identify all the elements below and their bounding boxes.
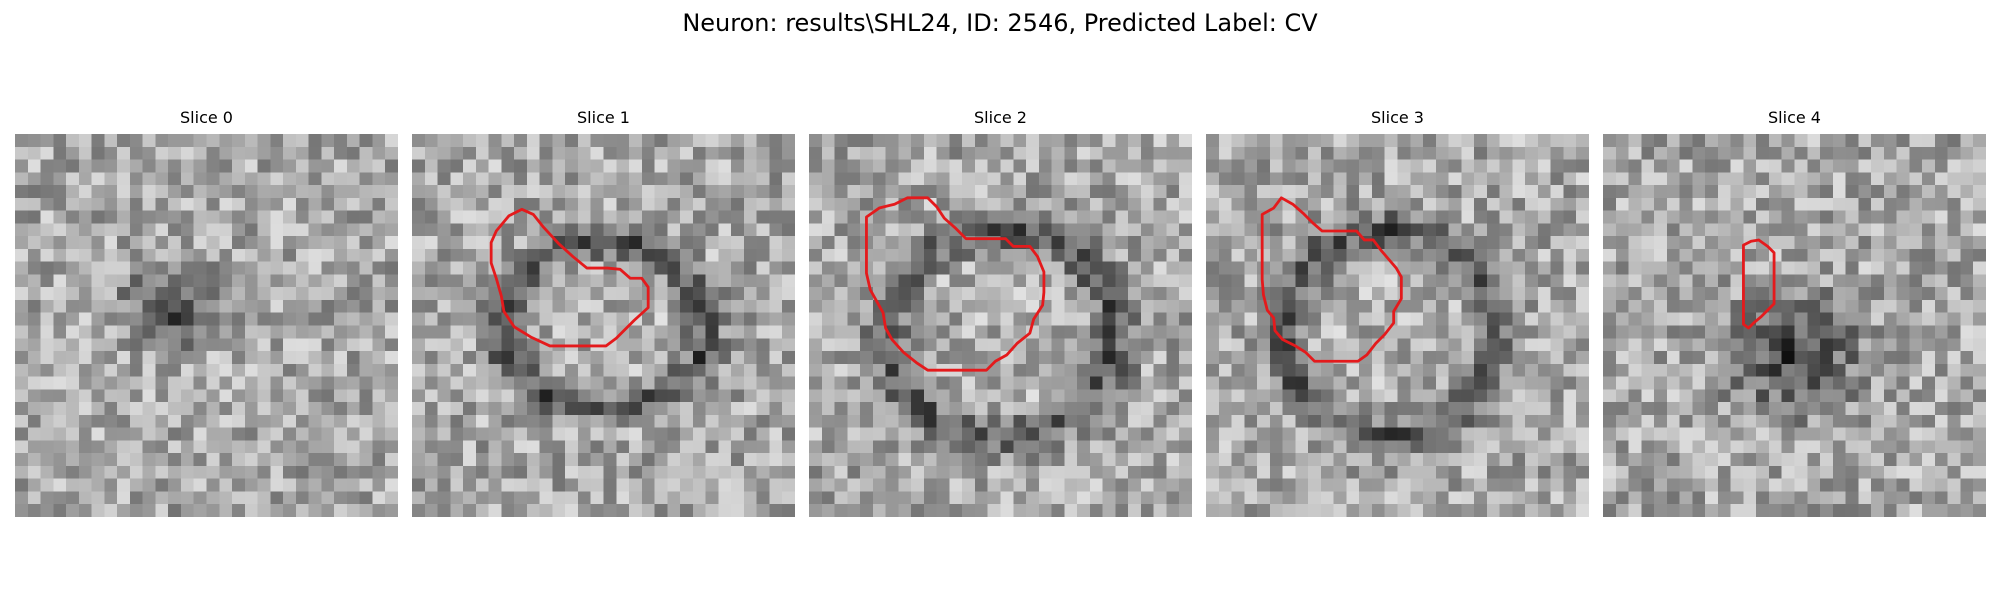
slice-image-1 [412,134,795,517]
slice-title: Slice 4 [1768,108,1821,127]
slice-image-0 [15,134,398,517]
slice-title: Slice 2 [974,108,1027,127]
segmentation-contour [865,196,1046,372]
slice-panel-3: Slice 3 [1206,108,1589,517]
segmentation-contour [489,207,650,348]
pixel-grid [809,134,1192,517]
slice-panel-0: Slice 0 [15,108,398,517]
slice-panel-4: Slice 4 [1603,108,1986,517]
slice-image-2 [809,134,1192,517]
pixel-grid [1603,134,1986,517]
segmentation-contour [1742,238,1776,330]
slice-title: Slice 3 [1371,108,1424,127]
slice-panel-2: Slice 2 [809,108,1192,517]
pixel-grid [15,134,398,517]
slice-title: Slice 0 [180,108,233,127]
segmentation-contour [1260,196,1403,363]
slice-panel-1: Slice 1 [412,108,795,517]
figure-title: Neuron: results\SHL24, ID: 2546, Predict… [682,9,1318,37]
slice-image-4 [1603,134,1986,517]
slice-image-3 [1206,134,1589,517]
slice-title: Slice 1 [577,108,630,127]
pixel-grid [1206,134,1589,517]
pixel-grid [412,134,795,517]
